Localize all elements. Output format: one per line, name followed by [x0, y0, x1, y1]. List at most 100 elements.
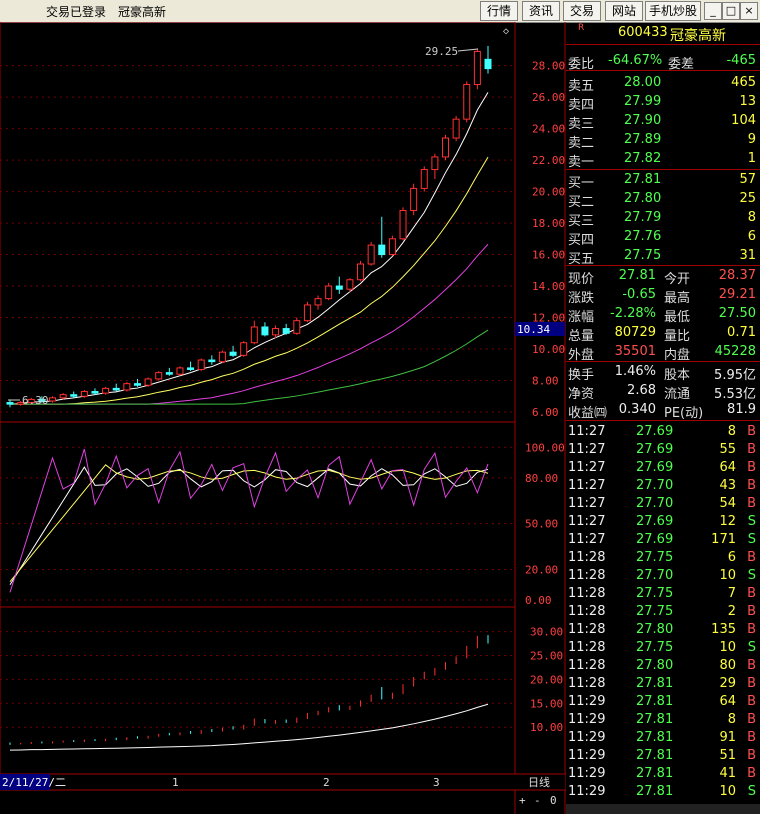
tick-row: 11:27 27.69 12 S: [566, 513, 760, 531]
kdj-line: [9, 464, 489, 582]
tick-volume: 29: [719, 676, 736, 691]
tick-time: 11:28: [568, 676, 606, 691]
price-tick-label: 18.00: [532, 217, 565, 230]
stats-row: 净资 2.68 流通 5.53亿: [566, 382, 760, 402]
tick-side: B: [747, 730, 756, 745]
stats-label-2: 股本: [664, 368, 691, 383]
chart-settings-icon[interactable]: ◇: [503, 26, 509, 37]
maximize-icon[interactable]: □: [722, 2, 740, 20]
sell-level-label: 卖五: [568, 79, 595, 94]
close-icon[interactable]: ×: [740, 2, 758, 20]
tick-time: 11:28: [568, 622, 606, 637]
tick-row: 11:28 27.75 6 B: [566, 549, 760, 567]
moving-average-line: [10, 329, 489, 405]
quote-label-2: 最低: [664, 310, 691, 325]
price-tick-label: 22.00: [532, 154, 565, 167]
quote-value: 80729: [614, 325, 656, 340]
candle-body: [463, 84, 471, 120]
tick-side: B: [747, 478, 756, 493]
kdj-tick-label: 0.00: [525, 594, 552, 607]
candle-body: [240, 342, 248, 356]
candle-body: [27, 398, 35, 404]
stats-value-2: 5.95亿: [714, 368, 756, 383]
zoom-out-button[interactable]: -: [534, 794, 541, 807]
tick-time: 11:29: [568, 748, 606, 763]
tick-side: B: [747, 694, 756, 709]
x-date-label: 2/11/27/二: [2, 776, 66, 789]
volume-tick-label: 30.00: [530, 626, 563, 639]
tick-side: B: [747, 676, 756, 691]
kdj-tick-label: 100.00: [525, 441, 565, 454]
tick-time: 11:27: [568, 496, 606, 511]
tick-time: 11:27: [568, 514, 606, 529]
quote-row: 涨跌 -0.65 最高 29.21: [566, 286, 760, 306]
candle-body: [218, 351, 226, 363]
candle-body: [314, 298, 322, 306]
sell-level-row: 卖三 27.90 104: [566, 112, 760, 132]
chart-area[interactable]: 28.0026.0024.0022.0020.0018.0016.0014.00…: [0, 22, 566, 814]
candle-body: [6, 402, 14, 405]
buy-level-row: 买三 27.79 8: [566, 209, 760, 229]
candle-body: [197, 359, 205, 370]
candle-body: [133, 383, 141, 386]
tick-time: 11:28: [568, 550, 606, 565]
stats-label: 净资: [568, 387, 595, 402]
candle-body: [102, 387, 110, 394]
tick-time: 11:27: [568, 478, 606, 493]
tick-price: 27.80: [636, 622, 674, 637]
minimize-icon[interactable]: _: [704, 2, 722, 20]
volume-tick-label: 10.00: [530, 721, 563, 734]
tick-price: 27.81: [636, 712, 674, 727]
tick-row: 11:28 27.75 2 B: [566, 603, 760, 621]
tick-side: B: [747, 766, 756, 781]
sell-level-row: 卖一 27.82 1: [566, 150, 760, 170]
tick-row: 11:27 27.69 8 B: [566, 423, 760, 441]
buy-level-label: 买三: [568, 214, 595, 229]
quote-row: 涨幅 -2.28% 最低 27.50: [566, 305, 760, 325]
kdj-chart-frame: [0, 421, 516, 608]
tick-side: B: [747, 460, 756, 475]
stats-value: 2.68: [627, 383, 656, 398]
price-tick-label: 16.00: [532, 249, 565, 262]
sell-level-label: 卖二: [568, 136, 595, 151]
zoom-in-button[interactable]: +: [519, 794, 526, 807]
sell-level-price: 27.99: [624, 94, 662, 109]
candle-body: [59, 394, 67, 399]
tick-row: 11:29 27.81 41 B: [566, 765, 760, 783]
tick-row: 11:28 27.80 135 B: [566, 621, 760, 639]
tick-volume: 41: [719, 766, 736, 781]
price-tick-label: 26.00: [532, 91, 565, 104]
kdj-tick-label: 80.00: [525, 472, 558, 485]
tick-volume: 91: [719, 730, 736, 745]
quote-value: -0.65: [622, 287, 656, 302]
candle-body: [357, 263, 365, 281]
tick-row: 11:27 27.69 55 B: [566, 441, 760, 459]
tick-price: 27.81: [636, 784, 674, 799]
tick-side: B: [747, 424, 756, 439]
tick-side: B: [747, 622, 756, 637]
tick-time: 11:28: [568, 568, 606, 583]
mobile-trading-button[interactable]: 手机炒股: [645, 1, 701, 21]
quote-value-2: 29.21: [718, 287, 756, 302]
trade-button[interactable]: 交易: [563, 1, 601, 21]
tick-price: 27.69: [636, 514, 674, 529]
panel-tab-bar[interactable]: [566, 804, 760, 814]
candle-body: [388, 238, 396, 256]
website-button[interactable]: 网站: [605, 1, 643, 21]
tick-volume: 7: [727, 586, 736, 601]
tick-price: 27.75: [636, 640, 674, 655]
candle-body: [144, 378, 152, 386]
period-label[interactable]: 日线: [528, 775, 550, 789]
quote-value-2: 45228: [714, 344, 756, 359]
quote-label-2: 量比: [664, 329, 691, 344]
quote-label: 外盘: [568, 348, 595, 363]
sell-level-label: 卖三: [568, 117, 595, 132]
candle-body: [155, 372, 163, 380]
tick-time: 11:29: [568, 694, 606, 709]
news-button[interactable]: 资讯: [522, 1, 560, 21]
high-price-label: 29.25: [425, 45, 458, 58]
tick-volume: 54: [719, 496, 736, 511]
weibi-value: -64.67%: [608, 53, 663, 68]
tick-time: 11:27: [568, 424, 606, 439]
quote-button[interactable]: 行情: [480, 1, 518, 21]
